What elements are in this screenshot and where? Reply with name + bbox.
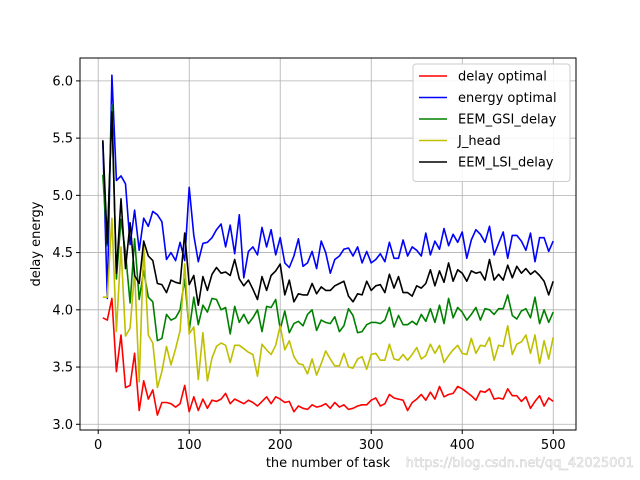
series-line-j-head bbox=[102, 217, 554, 389]
series-line-eem-gsi-delay bbox=[102, 104, 554, 342]
series-line-eem-lsi-delay bbox=[102, 111, 554, 307]
legend-label-j-head: J_head bbox=[457, 134, 501, 149]
x-tick-label: 400 bbox=[450, 438, 475, 453]
x-tick-label: 300 bbox=[359, 438, 384, 453]
x-tick-label: 500 bbox=[541, 438, 566, 453]
x-tick-label: 0 bbox=[94, 438, 102, 453]
legend-label-energy-optimal: energy optimal bbox=[458, 91, 557, 106]
legend: delay optimal energy optimal EEM_GSI_delay… bbox=[412, 63, 571, 182]
x-tick-label: 200 bbox=[268, 438, 293, 453]
legend-label-delay-optimal: delay optimal bbox=[458, 70, 547, 85]
y-tick-label: 5.0 bbox=[52, 189, 73, 204]
y-axis-label: delay energy bbox=[29, 201, 44, 286]
legend-box bbox=[412, 63, 571, 182]
plot-frame bbox=[79, 57, 577, 431]
y-tick-label: 6.0 bbox=[52, 74, 73, 89]
series-line-energy-optimal bbox=[102, 74, 554, 300]
watermark-text: https://blog.csdn.net/qq_42025001 bbox=[406, 456, 634, 471]
y-tick-label: 4.5 bbox=[52, 246, 73, 261]
x-tick-label: 100 bbox=[177, 438, 202, 453]
y-tick-label: 5.5 bbox=[52, 132, 73, 147]
y-tick-label: 3.5 bbox=[52, 361, 73, 376]
x-axis: 0 100 200 300 400 500 bbox=[94, 430, 566, 453]
y-tick-label: 3.0 bbox=[52, 418, 73, 433]
legend-label-eem-gsi-delay: EEM_GSI_delay bbox=[458, 113, 557, 128]
series-line-delay-optimal bbox=[102, 297, 554, 416]
x-axis-label: the number of task bbox=[266, 456, 391, 471]
y-tick-label: 4.0 bbox=[52, 303, 73, 318]
series-lines bbox=[102, 74, 554, 416]
legend-label-eem-lsi-delay: EEM_LSI_delay bbox=[458, 156, 554, 171]
y-axis: 3.0 3.5 4.0 4.5 5.0 5.5 6.0 bbox=[52, 74, 80, 433]
